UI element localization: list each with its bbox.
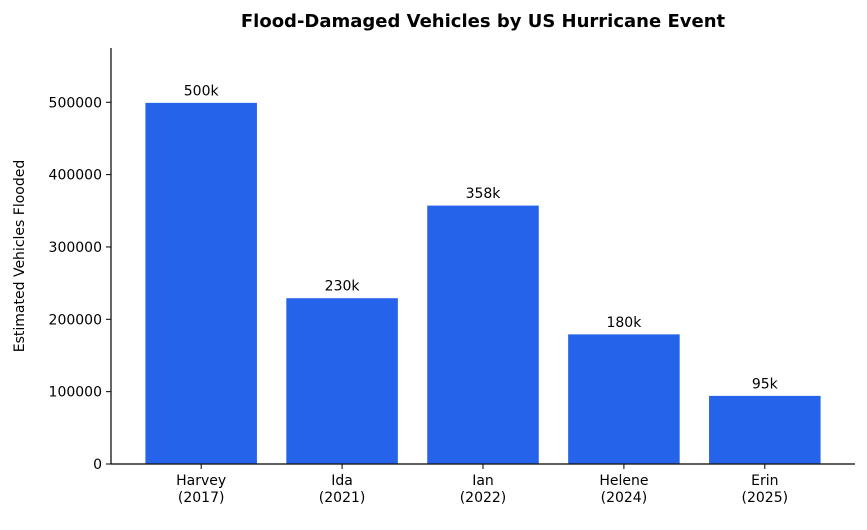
chart-title: Flood-Damaged Vehicles by US Hurricane E…	[241, 11, 726, 32]
data-label: 500k	[184, 83, 220, 99]
y-tick-label: 400000	[49, 168, 102, 184]
y-tick-label: 200000	[49, 312, 102, 328]
y-axis-label: Estimated Vehicles Flooded	[12, 160, 28, 352]
bar-erin	[707, 394, 822, 465]
y-tick-label: 300000	[49, 240, 102, 256]
x-tick-label: Ian	[472, 473, 494, 489]
bar-helene	[566, 333, 681, 465]
data-label: 180k	[606, 315, 642, 331]
x-tick-label: Harvey	[176, 473, 226, 489]
x-tick-label: (2021)	[319, 490, 366, 506]
x-tick-label: Helene	[599, 473, 648, 489]
y-tick-label: 100000	[49, 385, 102, 401]
x-tick-label: (2024)	[601, 490, 648, 506]
x-tick-label: Erin	[751, 473, 778, 489]
y-tick-label: 500000	[49, 95, 102, 111]
bar-harvey	[144, 101, 259, 465]
data-label: 95k	[752, 376, 779, 392]
data-label: 358k	[466, 186, 502, 202]
x-tick-label: (2017)	[178, 490, 225, 506]
bar-ian	[426, 204, 540, 465]
y-tick-label: 0	[93, 457, 102, 473]
data-label: 230k	[325, 279, 361, 295]
bar-ida	[285, 297, 400, 465]
x-tick-label: (2025)	[742, 490, 789, 506]
x-tick-label: Ida	[331, 473, 353, 489]
x-tick-label: (2022)	[460, 490, 507, 506]
